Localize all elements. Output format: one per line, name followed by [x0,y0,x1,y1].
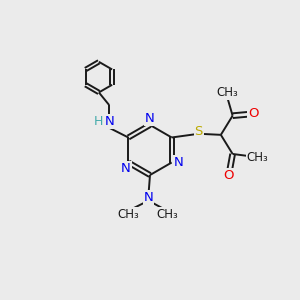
Text: CH₃: CH₃ [117,208,139,221]
Text: CH₃: CH₃ [157,208,178,221]
Text: N: N [144,190,153,204]
Text: CH₃: CH₃ [247,151,268,164]
Text: N: N [104,115,114,128]
Text: N: N [145,112,155,125]
Text: CH₃: CH₃ [216,85,238,99]
Text: O: O [224,169,234,182]
Text: N: N [121,162,131,175]
Text: N: N [173,156,183,169]
Text: O: O [248,107,259,120]
Text: H: H [94,115,103,128]
Text: S: S [195,124,203,137]
